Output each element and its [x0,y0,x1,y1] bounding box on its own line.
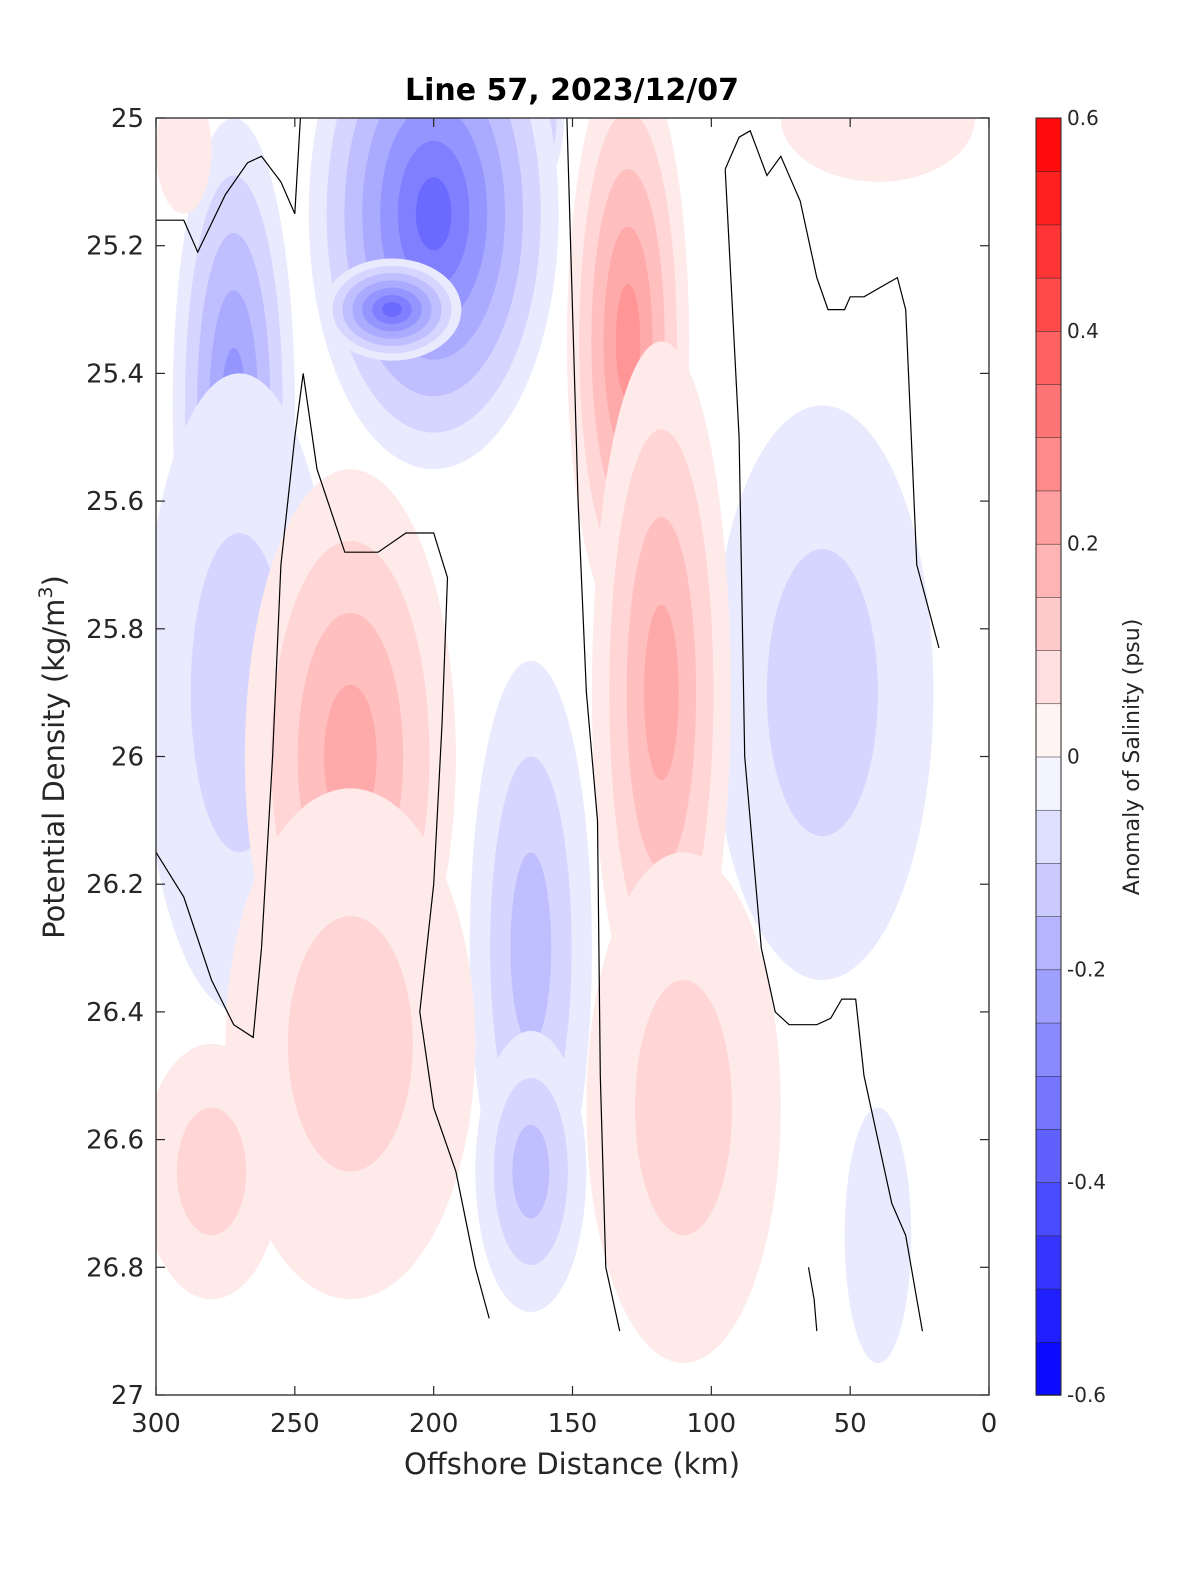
colorbar-tick-label: 0.4 [1067,319,1099,343]
colorbar-step [1035,1235,1062,1290]
colorbar-step [1035,809,1062,864]
anomaly-band-17-1 [156,118,212,214]
colorbar-step [1035,1181,1062,1237]
x-axis-ticks: 300 250 200 150 100 50 0 [131,118,997,1439]
y-tick-label: 26 [111,743,144,773]
colorbar-step [1035,1341,1062,1396]
zero-contour-4 [724,169,923,1332]
colorbar-frame [1035,117,1062,1396]
y-tick-label: 26.8 [86,1253,144,1283]
y-tick-label: 25.8 [86,615,144,645]
x-tick-label: 200 [409,1409,459,1439]
colorbar-ticks: 0.6 0.4 0.2 0 -0.2 -0.4 -0.6 [1067,106,1106,1407]
x-tick-label: 250 [270,1409,320,1439]
y-tick-label: 25.4 [86,359,144,389]
plot-area: 300 250 200 150 100 50 0 2525.225.425.625.8262… [86,104,997,1439]
colorbar-tick-label: -0.2 [1067,957,1106,981]
colorbar-tick-label: -0.4 [1067,1170,1106,1194]
colorbar-step [1035,117,1062,172]
x-tick-label: 100 [687,1409,737,1439]
colorbar-step [1035,330,1062,385]
zero-contour-5 [807,1267,818,1332]
colorbar-steps [1035,117,1062,1396]
contour-fills [156,118,976,1364]
x-tick-label: 150 [548,1409,598,1439]
anomaly-band-11-2 [634,979,733,1236]
y-tick-label: 25.6 [86,487,144,517]
colorbar-step [1035,1128,1062,1183]
y-axis-label: Potential Density (kg/m3) [35,575,71,939]
colorbar-step [1035,649,1062,705]
anomaly-band-15-2 [176,1107,247,1236]
colorbar-tick-label: 0.2 [1067,532,1099,556]
y-tick-label: 25.2 [86,232,144,262]
colorbar-step [1035,277,1062,332]
colorbar-step [1035,170,1062,226]
colorbar-label: Anomaly of Salinity (psu) [1120,619,1145,896]
anomaly-band-16-1 [780,118,976,182]
x-axis-label: Offshore Distance (km) [404,1447,740,1481]
colorbar-step [1035,915,1062,971]
y-tick-label: 26.2 [86,870,144,900]
anomaly-band-7-2 [766,548,878,837]
zero-contour-2 [566,117,621,1332]
colorbar-step [1035,224,1062,279]
colorbar-step [1035,596,1062,651]
colorbar-step [1035,543,1062,598]
colorbar-step [1035,756,1062,811]
x-tick-label: 300 [131,1409,181,1439]
zero-contour-3 [724,129,940,649]
anomaly-band-2-7 [382,302,402,317]
colorbar-tick-label: 0.6 [1067,106,1099,130]
colorbar-step [1035,969,1062,1024]
y-tick-label: 26.6 [86,1126,144,1156]
colorbar-step [1035,1022,1062,1077]
y-axis-label-close: ) [37,575,71,586]
y-axis-label-superscript: 3 [35,586,57,598]
anomaly-band-8-1 [844,1107,912,1364]
colorbar: 0.6 0.4 0.2 0 -0.2 -0.4 -0.6 Anomaly of Salini… [1035,106,1145,1407]
anomaly-band-1-7 [415,177,452,251]
y-tick-label: 27 [111,1381,144,1411]
x-tick-label: 50 [834,1409,867,1439]
y-axis-label-main: Potential Density (kg/m [37,599,71,939]
chart-title: Line 57, 2023/12/07 [405,73,739,108]
y-tick-label: 26.4 [86,998,144,1028]
colorbar-step [1035,1288,1062,1343]
y-axis-ticks: 25 25.2 25.4 25.6 25.8 26 26.2 26.4 26.6 26.8 27 [86,104,989,1411]
colorbar-step [1035,437,1062,492]
zero-contour-lines [155,117,940,1332]
colorbar-tick-label: -0.6 [1067,1383,1106,1407]
anomaly-band-14-2 [287,916,413,1172]
anomaly-band-5-3 [510,852,552,1044]
colorbar-step [1035,862,1062,917]
zero-contour-1 [155,373,490,1319]
colorbar-step [1035,1075,1062,1130]
y-tick-label: 25 [111,104,144,134]
colorbar-tick-label: 0 [1067,745,1080,769]
anomaly-band-10-4 [643,604,679,781]
x-tick-label: 0 [981,1409,998,1439]
zero-contour-0 [156,117,301,254]
colorbar-step [1035,490,1062,545]
anomaly-band-6-3 [512,1124,550,1219]
colorbar-step [1035,703,1062,758]
colorbar-step [1035,383,1062,438]
